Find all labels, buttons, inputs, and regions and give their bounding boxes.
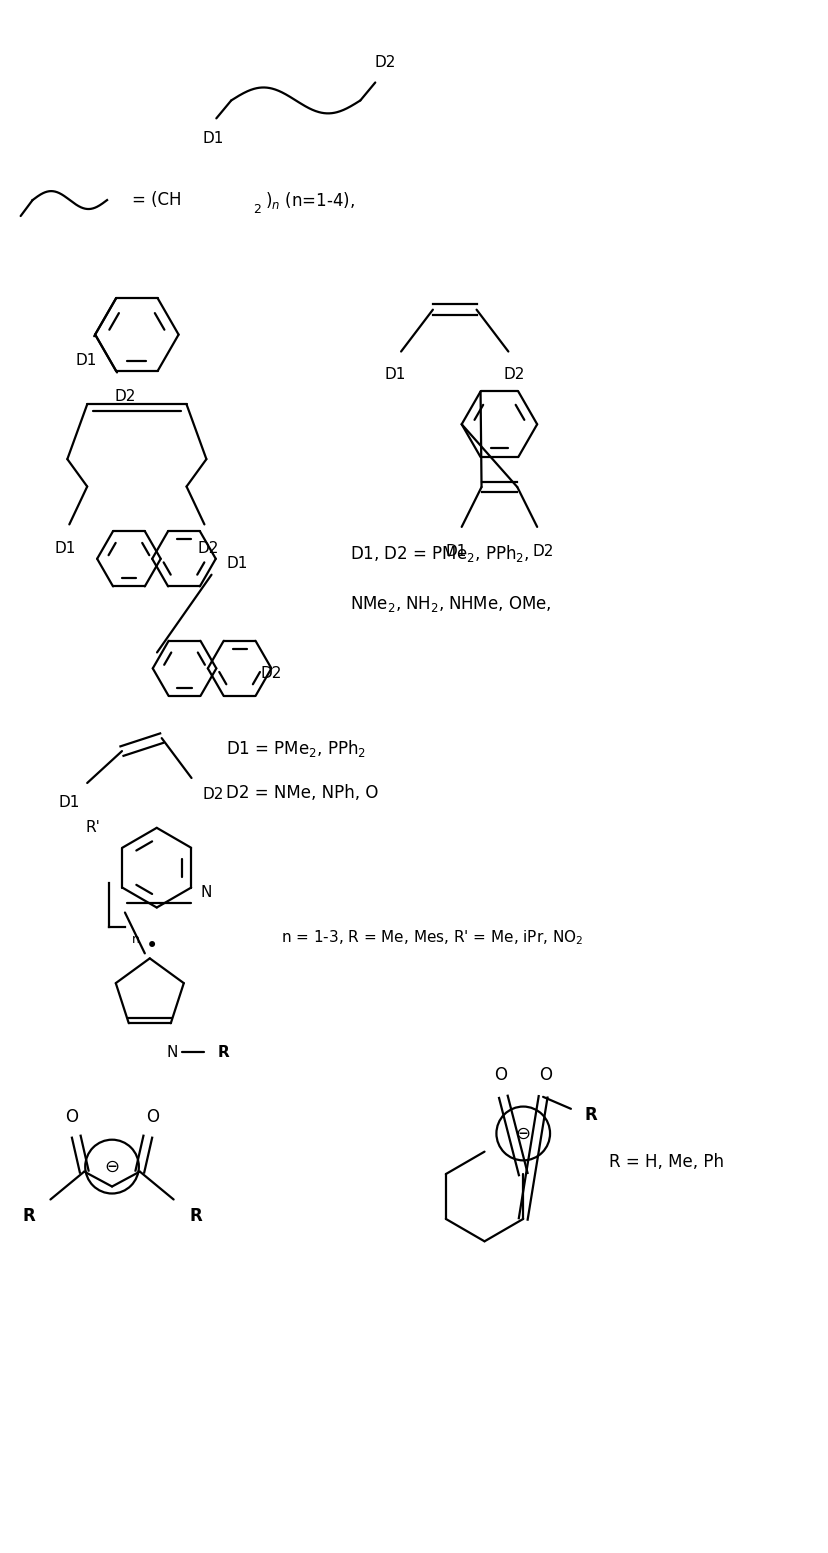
Text: NMe$_2$, NH$_2$, NHMe, OMe,: NMe$_2$, NH$_2$, NHMe, OMe, [350, 593, 551, 613]
Text: O: O [146, 1107, 159, 1126]
Text: D2: D2 [114, 388, 136, 404]
Text: D2: D2 [503, 367, 524, 382]
Text: R = H, Me, Ph: R = H, Me, Ph [608, 1152, 723, 1171]
Text: ⊖: ⊖ [515, 1124, 530, 1143]
Text: D2: D2 [260, 666, 282, 680]
Text: R: R [22, 1207, 35, 1225]
Text: D2: D2 [532, 544, 553, 559]
Text: O: O [65, 1107, 78, 1126]
Text: N: N [200, 885, 211, 901]
Text: D2: D2 [374, 54, 396, 70]
Text: O: O [493, 1065, 506, 1084]
Text: 2: 2 [253, 202, 261, 216]
Text: D2 = NMe, NPh, O: D2 = NMe, NPh, O [226, 784, 378, 801]
Text: D1: D1 [55, 540, 76, 556]
Text: D2: D2 [202, 787, 224, 803]
Text: D1: D1 [59, 795, 80, 811]
Text: D1: D1 [227, 556, 248, 572]
Text: D1, D2 = PMe$_2$, PPh$_2$,: D1, D2 = PMe$_2$, PPh$_2$, [350, 544, 529, 564]
Text: n: n [132, 933, 140, 946]
Text: N: N [166, 1045, 178, 1059]
Text: D1: D1 [75, 353, 97, 368]
Text: R': R' [85, 820, 100, 836]
Text: = (CH: = (CH [132, 191, 181, 210]
Text: O: O [539, 1065, 552, 1084]
Text: D1 = PMe$_2$, PPh$_2$: D1 = PMe$_2$, PPh$_2$ [226, 738, 366, 758]
Text: D1: D1 [384, 367, 406, 382]
Text: )$_n$ (n=1-4),: )$_n$ (n=1-4), [265, 189, 354, 211]
Text: ⊖: ⊖ [104, 1157, 119, 1176]
Text: R: R [584, 1106, 596, 1124]
Text: D1: D1 [202, 130, 224, 146]
Text: n = 1-3, R = Me, Mes, R' = Me, iPr, NO$_2$: n = 1-3, R = Me, Mes, R' = Me, iPr, NO$_… [281, 929, 583, 947]
Text: D1: D1 [445, 544, 466, 559]
Text: •: • [146, 936, 157, 957]
Text: R: R [218, 1045, 229, 1059]
Text: R: R [189, 1207, 201, 1225]
Text: D2: D2 [197, 540, 219, 556]
